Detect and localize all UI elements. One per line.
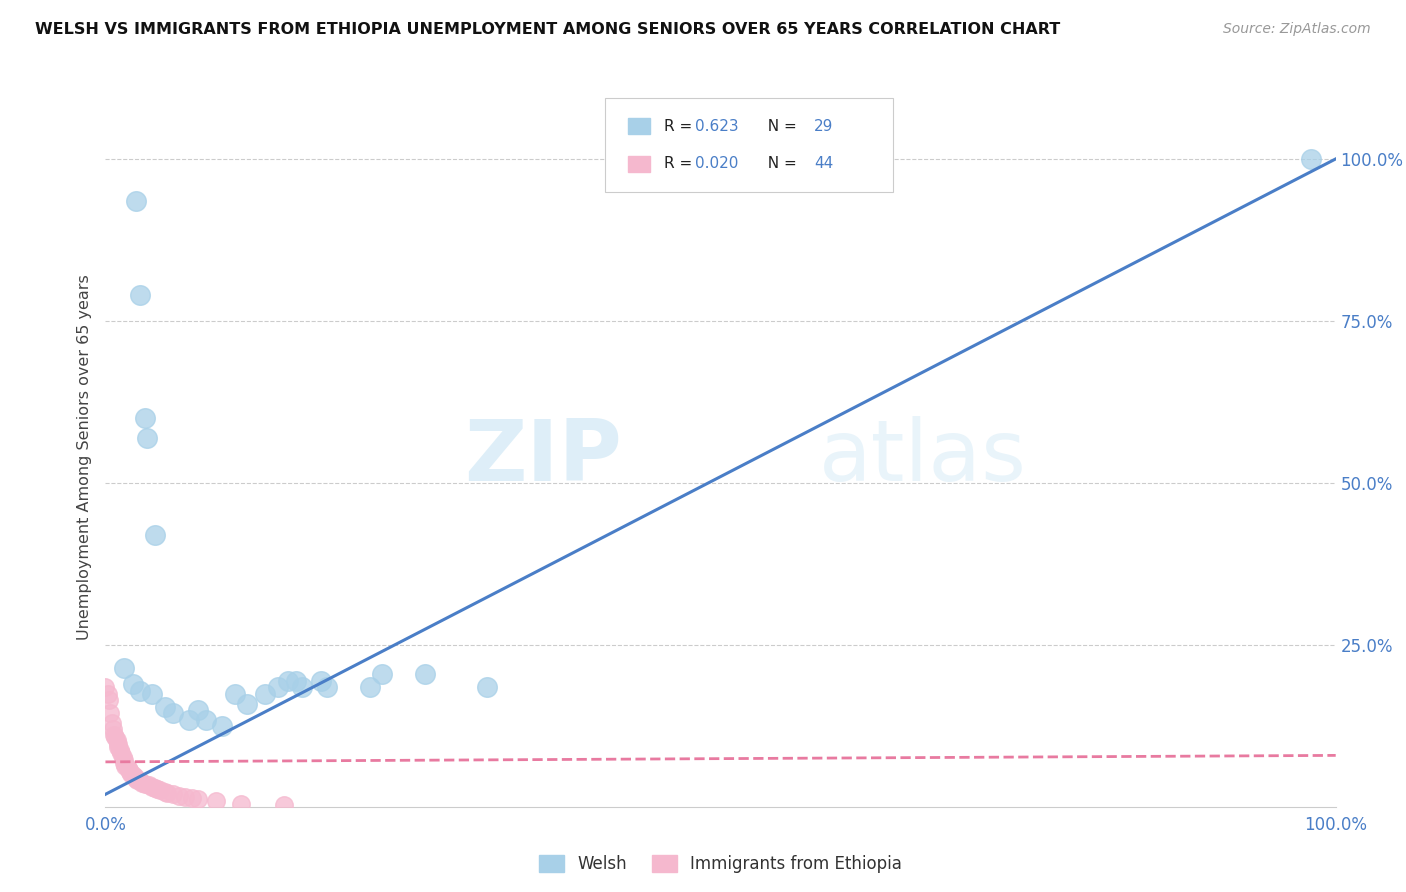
Point [107, 737, 129, 751]
Point [162, 787, 184, 801]
Point [179, 713, 201, 727]
Point [111, 749, 134, 764]
Point [118, 763, 141, 777]
Point [195, 713, 218, 727]
Point [125, 194, 148, 208]
Point [315, 681, 337, 695]
Point [211, 719, 233, 733]
Point [129, 683, 152, 698]
Point [143, 780, 166, 795]
Point [104, 730, 127, 744]
Point [112, 753, 135, 767]
Point [143, 528, 166, 542]
Point [141, 687, 163, 701]
Point [120, 766, 142, 780]
Point [169, 789, 191, 803]
Point [121, 768, 143, 782]
Point [162, 706, 184, 721]
Point [101, 723, 124, 737]
Point [141, 780, 163, 794]
Text: Source: ZipAtlas.com: Source: ZipAtlas.com [1223, 22, 1371, 37]
Point [291, 681, 314, 695]
Point [107, 739, 129, 754]
Point [153, 785, 176, 799]
Point [180, 791, 202, 805]
Point [110, 747, 132, 761]
Point [97, 687, 120, 701]
Point [285, 673, 308, 688]
Text: N =: N = [758, 119, 801, 134]
Point [112, 661, 135, 675]
Point [127, 772, 149, 787]
Point [105, 733, 128, 747]
Point [129, 288, 152, 302]
Point [273, 798, 295, 813]
Point [103, 728, 125, 742]
Legend: Welsh, Immigrants from Ethiopia: Welsh, Immigrants from Ethiopia [533, 848, 908, 880]
Text: N =: N = [758, 156, 801, 171]
Point [98, 693, 121, 707]
Point [98, 706, 122, 721]
Point [236, 697, 259, 711]
Point [153, 699, 176, 714]
Point [371, 667, 394, 681]
Point [131, 775, 153, 789]
Text: atlas: atlas [818, 416, 1026, 499]
Point [267, 681, 290, 695]
Point [277, 673, 299, 688]
Point [138, 778, 160, 792]
Point [224, 687, 246, 701]
Point [114, 759, 136, 773]
Point [187, 792, 209, 806]
Text: R =: R = [664, 119, 697, 134]
Point [122, 769, 145, 783]
Point [100, 716, 122, 731]
Point [475, 681, 498, 695]
Text: 0.020: 0.020 [695, 156, 738, 171]
Point [187, 703, 209, 717]
Point [120, 764, 141, 779]
Point [124, 771, 146, 785]
Point [1301, 152, 1323, 166]
Point [359, 681, 381, 695]
Point [174, 789, 197, 804]
Point [117, 761, 139, 775]
Point [125, 772, 148, 786]
Y-axis label: Unemployment Among Seniors over 65 years: Unemployment Among Seniors over 65 years [77, 274, 93, 640]
Point [136, 431, 159, 445]
Point [112, 756, 135, 771]
Point [134, 777, 156, 791]
Point [146, 782, 169, 797]
Point [254, 687, 277, 701]
Point [156, 786, 179, 800]
Point [129, 774, 152, 789]
Point [149, 783, 172, 797]
Point [94, 681, 117, 695]
Text: 0.623: 0.623 [695, 119, 738, 134]
Point [309, 673, 332, 688]
Text: ZIP: ZIP [464, 416, 621, 499]
Text: R =: R = [664, 156, 697, 171]
Point [134, 411, 156, 425]
Text: 44: 44 [814, 156, 834, 171]
Point [229, 797, 252, 811]
Point [205, 794, 228, 808]
Point [121, 677, 143, 691]
Point [110, 743, 132, 757]
Text: WELSH VS IMMIGRANTS FROM ETHIOPIA UNEMPLOYMENT AMONG SENIORS OVER 65 YEARS CORRE: WELSH VS IMMIGRANTS FROM ETHIOPIA UNEMPL… [35, 22, 1060, 37]
Point [415, 667, 437, 681]
Text: 29: 29 [814, 119, 834, 134]
